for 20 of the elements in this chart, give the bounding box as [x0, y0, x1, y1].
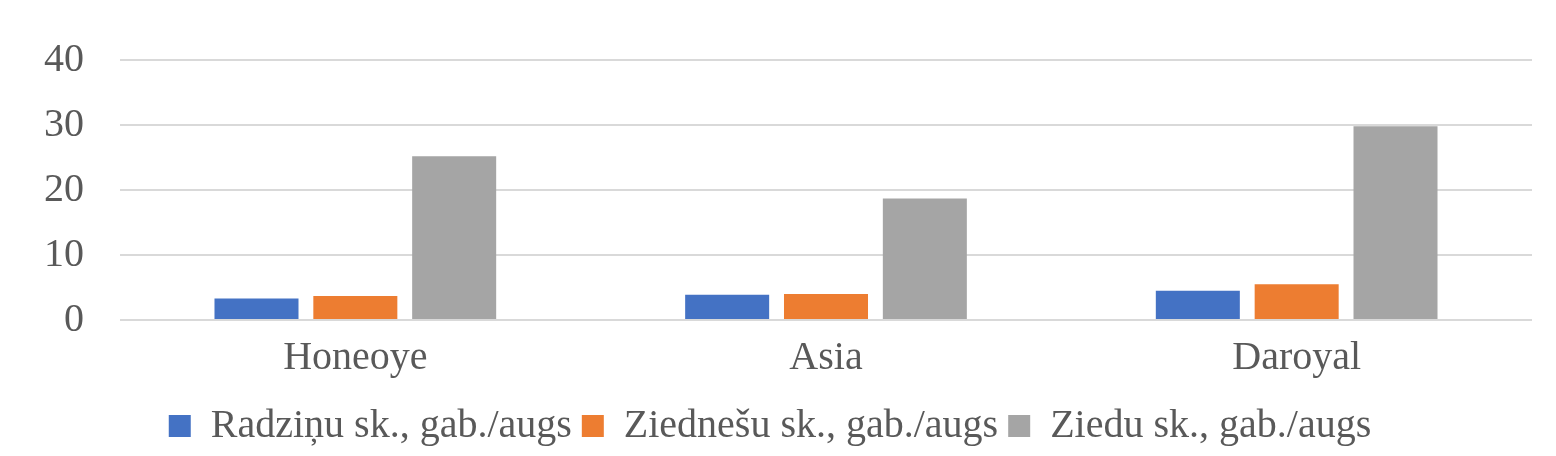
bar	[1254, 284, 1339, 319]
x-tick-label: Honeoye	[283, 332, 428, 378]
y-tick-label: 30	[44, 99, 84, 145]
legend-label: Ziedu sk., gab./augs	[1050, 400, 1372, 446]
bar	[412, 156, 497, 319]
x-tick-label: Daroyal	[1232, 332, 1362, 378]
legend-label: Ziednešu sk., gab./augs	[623, 400, 999, 446]
bar	[313, 295, 398, 319]
legend-label: Radziņu sk., gab./augs	[210, 400, 572, 446]
bar	[214, 298, 299, 319]
y-tick-label: 40	[44, 34, 84, 80]
bar	[783, 294, 869, 319]
bar	[1155, 290, 1240, 319]
bar	[882, 198, 967, 319]
x-tick-label: Asia	[789, 332, 863, 378]
y-tick-label: 0	[64, 294, 84, 340]
bar	[685, 294, 770, 319]
y-tick-label: 10	[44, 229, 84, 275]
bar	[1353, 126, 1438, 319]
y-tick-label: 20	[44, 164, 84, 210]
